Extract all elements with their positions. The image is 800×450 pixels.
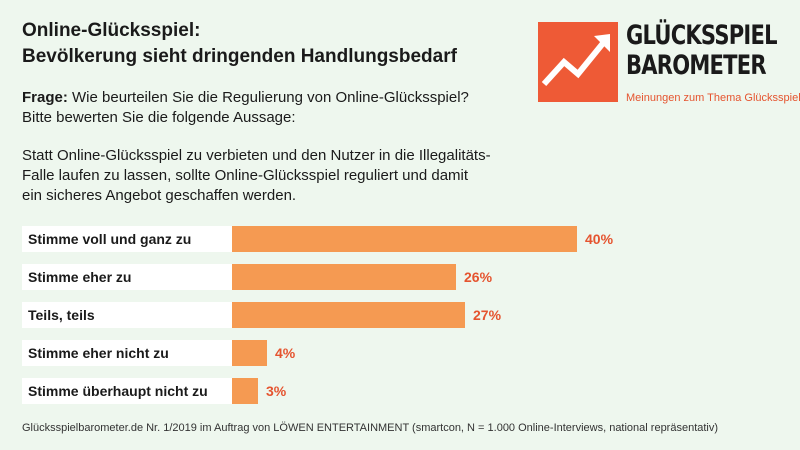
statement-line-3: ein sicheres Angebot geschaffen werden. [22, 187, 297, 204]
value-label: 27% [473, 307, 502, 323]
statement-line-2: Falle laufen zu lassen, sollte Online-Gl… [22, 167, 469, 184]
statement-line-1: Statt Online-Glücksspiel zu verbieten un… [22, 147, 491, 164]
question-text: Wie beurteilen Sie die Regulierung von O… [72, 89, 469, 106]
bar [232, 264, 456, 290]
bar-row: Stimme überhaupt nicht zu 3% [0, 378, 800, 404]
bar-row: Stimme eher zu 26% [0, 264, 800, 290]
logo-text-line-2: BAROMETER [626, 50, 767, 81]
bar [232, 302, 465, 328]
category-label: Stimme voll und ganz zu [22, 226, 232, 252]
bar [232, 340, 267, 366]
value-label: 26% [464, 269, 493, 285]
question-block: Frage: Wie beurteilen Sie die Regulierun… [22, 88, 542, 128]
logo-text-line-1: GLÜCKSSPIEL [626, 20, 778, 51]
bar [232, 226, 577, 252]
value-label: 3% [266, 383, 287, 399]
title-line-1: Online-Glücksspiel: [22, 20, 201, 41]
category-label: Stimme eher zu [22, 264, 232, 290]
question-label: Frage: [22, 89, 68, 106]
bar [232, 378, 258, 404]
bar-row: Teils, teils 27% [0, 302, 800, 328]
gluecksspiel-barometer-logo: GLÜCKSSPIEL BAROMETER Meinungen zum Them… [538, 20, 800, 112]
category-label: Teils, teils [22, 302, 232, 328]
logo-tagline: Meinungen zum Thema Glücksspiel [626, 92, 800, 104]
statement-block: Statt Online-Glücksspiel zu verbieten un… [22, 146, 542, 206]
question-instruction: Bitte bewerten Sie die folgende Aussage: [22, 109, 296, 126]
title-line-2: Bevölkerung sieht dringenden Handlungsbe… [22, 46, 457, 67]
bar-chart: Stimme voll und ganz zu 40% Stimme eher zu… [0, 226, 800, 406]
source-note: Glücksspielbarometer.de Nr. 1/2019 im Au… [22, 422, 719, 434]
value-label: 4% [275, 345, 296, 361]
category-label: Stimme eher nicht zu [22, 340, 232, 366]
value-label: 40% [585, 231, 614, 247]
trend-arrow-icon [538, 22, 618, 102]
question-line: Frage: Wie beurteilen Sie die Regulierun… [22, 88, 542, 108]
chart-title: Online-Glücksspiel: Bevölkerung sieht dr… [22, 18, 502, 70]
bar-row: Stimme eher nicht zu 4% [0, 340, 800, 366]
category-label: Stimme überhaupt nicht zu [22, 378, 232, 404]
bar-row: Stimme voll und ganz zu 40% [0, 226, 800, 252]
